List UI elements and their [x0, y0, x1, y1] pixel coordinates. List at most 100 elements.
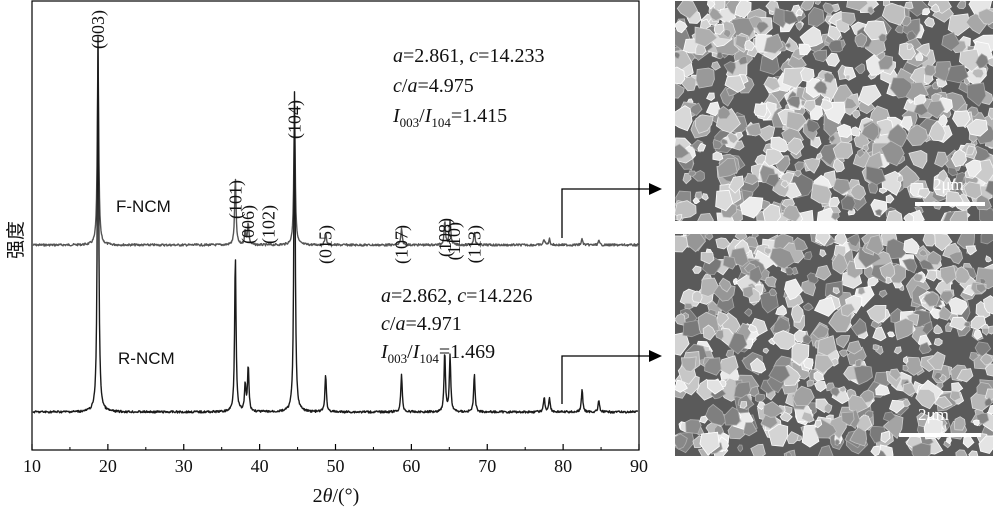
- sem-particle: [814, 419, 823, 429]
- sem-particle: [783, 9, 800, 25]
- sem-particle: [676, 1, 698, 20]
- sem-particle: [735, 34, 748, 50]
- x-axis-label: 2θ/(°): [313, 485, 360, 507]
- sem-particle: [937, 114, 948, 127]
- sem-particle: [694, 26, 718, 48]
- sem-particle: [782, 204, 801, 221]
- sem-particle: [933, 324, 944, 335]
- sem-particle: [688, 102, 703, 117]
- sem-particle: [851, 109, 861, 119]
- sem-particle: [882, 413, 904, 440]
- x-tick-label-80: 80: [554, 456, 572, 476]
- sem-particle: [675, 143, 690, 159]
- sem-particle: [950, 148, 967, 168]
- sem-particle: [815, 234, 831, 247]
- annotation-f-ncm: a=2.861, c=14.233 c/a=4.975 I003/I104=1.…: [392, 45, 544, 130]
- sem-particle: [814, 1, 821, 5]
- sem-particle: [853, 365, 873, 386]
- sem-particle: [783, 278, 804, 301]
- sem-particle: [956, 1, 967, 10]
- sem-particle: [975, 53, 989, 69]
- sem-particle: [945, 64, 969, 84]
- sem-particle: [939, 265, 957, 286]
- f-ca-slash: /: [402, 75, 408, 97]
- sem-particle: [841, 11, 856, 26]
- sem-particle: [906, 313, 920, 327]
- peak-labels: (003) (101)(006) (102) (104) (015) (107) (108)…: [88, 10, 485, 264]
- svg-text:c/a=4.975: c/a=4.975: [393, 75, 474, 97]
- sem-particle: [784, 42, 792, 49]
- sem-particle: [815, 152, 823, 160]
- sem-particle: [857, 84, 882, 106]
- svg-text:I003/I104=1.469: I003/I104=1.469: [380, 341, 495, 366]
- sem-particle: [835, 335, 851, 349]
- svg-text:I003/I104=1.415: I003/I104=1.415: [392, 105, 507, 130]
- sem-particle: [978, 8, 993, 25]
- sem-particle: [815, 265, 832, 281]
- x-tick-label-60: 60: [402, 456, 420, 476]
- sem-particle: [680, 356, 697, 373]
- sem-particle: [808, 6, 825, 27]
- sem-particle: [804, 251, 813, 261]
- r-ratio-i1: I: [380, 341, 389, 363]
- f-ratio-i1: I: [392, 105, 401, 127]
- sem-particle: [902, 398, 911, 407]
- sem-particle: [928, 120, 946, 142]
- sem-particle: [756, 401, 767, 411]
- x-tick-label-70: 70: [478, 456, 496, 476]
- sem-particle: [867, 6, 875, 15]
- sem-particle: [856, 148, 866, 159]
- sem-particle: [841, 411, 855, 427]
- sem-particle: [875, 384, 891, 396]
- sem-particle: [715, 189, 734, 212]
- peak-label-104: (104): [285, 100, 306, 139]
- r-ratio-i2: I: [412, 341, 421, 363]
- sem-particle: [919, 259, 935, 270]
- sem-particle: [785, 451, 792, 456]
- sem-particle: [980, 353, 993, 366]
- sem-particle: [902, 355, 909, 365]
- annotation-r-ncm: a=2.862, c=14.226 c/a=4.971 I003/I104=1.…: [380, 285, 532, 366]
- sem-particle: [912, 273, 923, 283]
- f-c-symbol: c: [469, 45, 478, 67]
- sem-particle: [936, 169, 949, 183]
- sem-particle: [675, 20, 688, 34]
- sem-particle: [857, 287, 866, 296]
- peak-label-101: (101): [225, 180, 246, 219]
- sem-particle: [832, 141, 854, 159]
- sem-particle: [981, 327, 990, 336]
- arrowhead-r-ncm: [649, 350, 662, 362]
- sem-particle: [832, 178, 851, 195]
- peak-label-113: (113): [464, 225, 485, 263]
- sem-particle: [911, 442, 932, 456]
- sem-particle: [849, 426, 868, 447]
- sem-particle: [913, 103, 929, 116]
- peak-label-003: (003): [88, 10, 109, 49]
- sem-particle: [893, 346, 902, 355]
- sem-particle: [866, 304, 887, 324]
- sem-particle: [803, 158, 821, 174]
- sem-particle: [715, 237, 731, 250]
- r-ratio-slash: /: [407, 341, 413, 363]
- f-ratio-sub1: 003: [400, 115, 420, 130]
- f-ratio-slash: /: [419, 105, 425, 127]
- sem-particle: [952, 110, 971, 127]
- sem-particle: [722, 28, 732, 39]
- sem-particle: [814, 354, 835, 375]
- r-a-value: =2.862,: [391, 285, 457, 307]
- sem-particle: [813, 80, 828, 95]
- sem-particle: [915, 42, 931, 58]
- sem-particle: [675, 105, 693, 132]
- sem-particle: [872, 344, 880, 351]
- sem-particle: [706, 92, 715, 101]
- sem-particle: [917, 187, 931, 199]
- sem-particle: [704, 403, 727, 426]
- r-ca-c: c: [381, 313, 390, 335]
- sem-particle: [862, 144, 869, 152]
- sem-particle: [785, 266, 795, 276]
- sem-particle: [978, 206, 993, 221]
- sem-particle: [769, 247, 796, 269]
- sem-particle: [987, 107, 993, 121]
- sem-particle: [832, 158, 845, 173]
- sem-particle: [966, 82, 987, 107]
